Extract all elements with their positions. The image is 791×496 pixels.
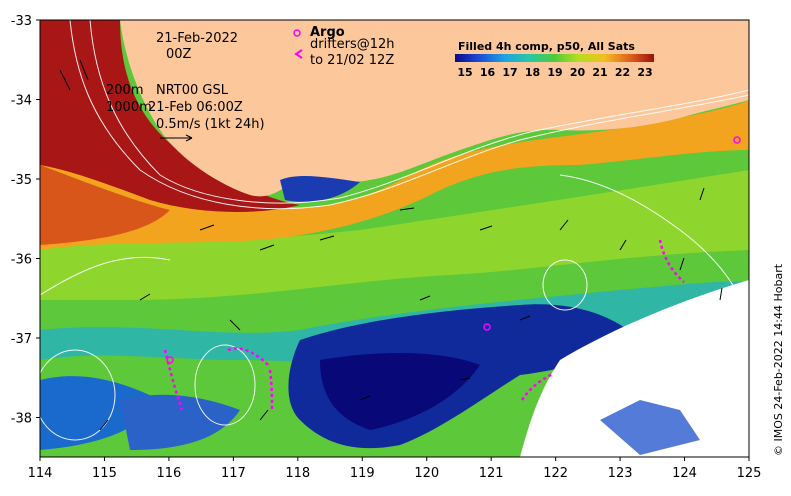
x-tick-label: 114 bbox=[28, 466, 53, 481]
sst-sw-eddy bbox=[40, 376, 160, 450]
sst-cold-core bbox=[320, 353, 480, 430]
x-tick-label: 125 bbox=[737, 466, 762, 481]
x-tick-label: 119 bbox=[350, 466, 375, 481]
x-tick-label: 123 bbox=[608, 466, 633, 481]
sst-no-data bbox=[520, 280, 749, 457]
x-tick-label: 118 bbox=[285, 466, 310, 481]
drifters-line2: to 21/02 12Z bbox=[310, 53, 394, 68]
altimetry-line1: NRT00 GSL bbox=[156, 83, 229, 98]
argo-legend-label: Argo bbox=[310, 25, 345, 40]
altimetry-line2: 21-Feb 06:00Z bbox=[148, 100, 243, 115]
sst-warm-band bbox=[40, 100, 749, 250]
x-tick-label: 117 bbox=[221, 466, 246, 481]
contour-line2: 1000m bbox=[106, 100, 152, 115]
colorbar-tick-label: 22 bbox=[615, 66, 630, 79]
colorbar-tick-label: 20 bbox=[570, 66, 586, 79]
sst-colorbar-bar bbox=[455, 54, 654, 62]
x-axis: 114 115 116 117 118 119 120 121 122 123 124 125 bbox=[28, 457, 762, 481]
velocity-scale-arrow bbox=[160, 134, 193, 142]
y-tick-label: -38 bbox=[11, 412, 32, 427]
colorbar-tick-label: 16 bbox=[480, 66, 496, 79]
sst-leeuwin-core bbox=[40, 20, 300, 212]
sst-patch bbox=[600, 400, 700, 455]
y-tick-label: -37 bbox=[11, 332, 32, 347]
sst-colorbar: Filled 4h comp, p50, All Sats 15 16 17 18 19… bbox=[455, 40, 654, 79]
x-tick-label: 124 bbox=[672, 466, 697, 481]
y-tick-label: -36 bbox=[11, 253, 32, 268]
sst-mid-band bbox=[40, 170, 749, 300]
plot-frame bbox=[39, 19, 750, 458]
sst-sw-cool bbox=[120, 394, 240, 450]
drifter-legend-icon bbox=[294, 49, 303, 59]
drifter-tracks bbox=[163, 239, 685, 413]
drifters-line1: drifters@12h bbox=[310, 37, 395, 52]
argo-floats bbox=[166, 136, 741, 364]
colorbar-tick-label: 21 bbox=[592, 66, 607, 79]
colorbar-tick-label: 18 bbox=[525, 66, 540, 79]
velocity-scale-label: 0.5m/s (1kt 24h) bbox=[156, 117, 265, 132]
y-tick-label: -33 bbox=[11, 14, 32, 29]
sst-coastal-cool bbox=[280, 176, 360, 202]
sst-field bbox=[40, 20, 749, 457]
date-line1: 21-Feb-2022 bbox=[156, 31, 238, 46]
sst-colorbar-title: Filled 4h comp, p50, All Sats bbox=[458, 40, 635, 53]
y-tick-label: -34 bbox=[11, 94, 32, 109]
x-tick-label: 122 bbox=[543, 466, 568, 481]
colorbar-tick-label: 19 bbox=[547, 66, 562, 79]
x-tick-label: 120 bbox=[414, 466, 439, 481]
date-line2: 00Z bbox=[166, 47, 192, 62]
x-tick-label: 121 bbox=[479, 466, 504, 481]
colorbar-tick-label: 17 bbox=[502, 66, 517, 79]
land-australia bbox=[120, 20, 749, 197]
x-tick-label: 115 bbox=[92, 466, 117, 481]
contours bbox=[40, 20, 749, 441]
sst-leeuwin-edge bbox=[40, 165, 170, 245]
velocity-arrows bbox=[59, 59, 723, 431]
argo-legend-icon bbox=[293, 29, 301, 37]
y-tick-label: -35 bbox=[11, 173, 32, 188]
y-axis: -33 -34 -35 -36 -37 -38 bbox=[11, 14, 40, 427]
x-tick-label: 116 bbox=[156, 466, 181, 481]
contour-line1: 200m bbox=[106, 83, 143, 98]
credit-text: © IMOS 24-Feb-2022 14:44 Hobart bbox=[772, 263, 785, 456]
colorbar-tick-label: 23 bbox=[637, 66, 652, 79]
colorbar-tick-label: 15 bbox=[457, 66, 472, 79]
